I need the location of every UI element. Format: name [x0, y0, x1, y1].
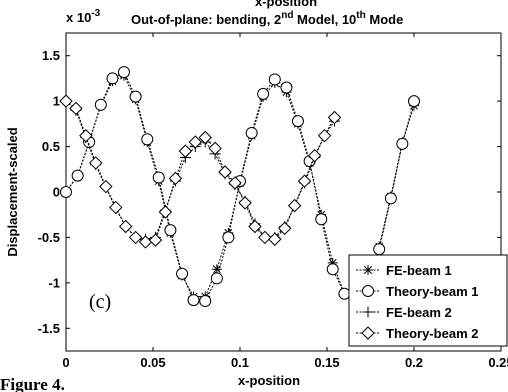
- theory-beam-1-point: [373, 243, 386, 256]
- theory-beam-2-point: [307, 148, 322, 163]
- theory-beam-2-point: [228, 176, 242, 190]
- title-sup-1: nd: [281, 10, 293, 21]
- y-axis-title: Displacement-scaled: [5, 127, 20, 256]
- title-part-mid: Model, 10: [293, 12, 356, 27]
- theory-beam-2-point: [238, 196, 252, 210]
- legend-label: FE-beam 2: [386, 305, 452, 320]
- chart-title: Out-of-plane: bending, 2nd Model, 10th M…: [131, 10, 403, 27]
- axis-ticks: 0 0.05 0.1 0.15 0.2 0.25 1.5 1 0.5 0 -0.5 -1 -1.5: [38, 33, 508, 370]
- x-tick-label: 0.2: [405, 355, 423, 370]
- legend-entry-theory-beam-1: Theory-beam 1: [356, 284, 478, 299]
- theory-beam-2-point: [168, 171, 183, 186]
- theory-beam-1-point: [164, 224, 177, 237]
- theory-beam-1-point: [152, 171, 165, 184]
- theory-beam-2-point: [99, 179, 113, 194]
- y-tick-label: -1.5: [38, 321, 60, 336]
- series-line-fe-beam-2: [65, 100, 335, 240]
- y-tick-label: -1: [48, 275, 60, 290]
- y-multiplier: x 10-3: [66, 8, 101, 25]
- theory-beam-1-point: [245, 126, 258, 139]
- panel-annotation: (c): [89, 291, 111, 313]
- legend-label: Theory-beam 2: [386, 326, 478, 341]
- y-multiplier-exp: -3: [91, 8, 100, 19]
- theory-beam-1-point: [280, 81, 293, 94]
- theory-beam-1-point: [210, 272, 223, 285]
- theory-beam-2-point: [297, 174, 312, 188]
- theory-beam-1-point: [315, 213, 328, 226]
- theory-beam-1-point: [326, 263, 339, 276]
- theory-beam-2-point: [327, 110, 342, 125]
- theory-beam-1-point: [71, 169, 84, 182]
- theory-beam-2-point: [79, 128, 93, 143]
- theory-beam-2-point: [109, 200, 123, 215]
- theory-beam-2-point: [178, 144, 193, 158]
- theory-beam-1-point: [60, 186, 72, 198]
- legend-theory-beam-2-point: [361, 326, 375, 340]
- theory-beam-2-point: [118, 219, 133, 234]
- theory-beam-2-point: [208, 141, 222, 156]
- legend-label: Theory-beam 1: [386, 284, 478, 299]
- theory-beam-1-point: [117, 66, 130, 79]
- theory-beam-2-point: [158, 205, 173, 219]
- y-tick-label: 0.5: [42, 139, 60, 154]
- legend-entry-fe-beam-1: FE-beam 1: [356, 263, 452, 278]
- theory-beam-1-point: [199, 295, 212, 308]
- x-tick-label: 0: [62, 355, 69, 370]
- theory-beam-2-point: [248, 219, 262, 234]
- theory-beam-2-point: [287, 198, 302, 213]
- legend-theory-beam-1-point: [362, 285, 374, 297]
- theory-beam-1-point: [106, 72, 119, 85]
- theory-beam-2-point: [89, 156, 103, 170]
- theory-beam-2-point: [258, 230, 272, 245]
- theory-beam-2-point: [198, 130, 212, 145]
- legend-entry-theory-beam-2: Theory-beam 2: [356, 326, 478, 341]
- theory-beam-1-point: [222, 231, 235, 244]
- legend-label: FE-beam 1: [386, 263, 452, 278]
- y-multiplier-base: x 10: [66, 10, 91, 25]
- legend-fe-beam-1-point: [363, 265, 373, 275]
- theory-beam-2-point: [59, 94, 73, 108]
- legend-fe-beam-2-point: [362, 306, 374, 318]
- theory-beam-1-point: [176, 267, 189, 280]
- theory-beam-1-point: [396, 137, 409, 150]
- theory-beam-2-point: [128, 230, 143, 245]
- y-tick-label: 1: [53, 94, 60, 109]
- fe-beam-1-point: [211, 264, 222, 275]
- theory-beam-1-point: [141, 133, 154, 146]
- title-part-end: Mode: [366, 12, 404, 27]
- series-line-theory-beam-2: [65, 100, 335, 243]
- theory-beam-2-point: [69, 101, 83, 116]
- legend-entry-fe-beam-2: FE-beam 2: [356, 305, 452, 320]
- theory-beam-2-point: [218, 165, 232, 179]
- theory-beam-1-point: [338, 287, 351, 300]
- x-tick-label: 0.15: [314, 355, 339, 370]
- theory-beam-1-point: [257, 87, 270, 100]
- x-tick-label: 0.05: [140, 355, 165, 370]
- theory-beam-1-point: [129, 90, 142, 103]
- top-clipped-label: x-position: [255, 0, 317, 9]
- theory-beam-1-point: [384, 192, 397, 205]
- theory-beam-2-point: [278, 221, 292, 236]
- theory-beam-2-point: [317, 128, 332, 143]
- theory-beam-2-point: [148, 233, 163, 247]
- x-axis-title: x-position: [238, 373, 300, 388]
- x-tick-label: 0.1: [231, 355, 249, 370]
- theory-beam-1-point: [291, 115, 304, 128]
- theory-beam-1-point: [187, 294, 200, 307]
- theory-beam-1-point: [268, 73, 281, 86]
- y-tick-label: 0: [53, 185, 60, 200]
- y-tick-label: 1.5: [42, 48, 60, 63]
- series-theory-beam-2: [59, 94, 342, 249]
- x-tick-label: 0.25: [488, 355, 508, 370]
- theory-beam-2-point: [188, 135, 202, 149]
- y-tick-label: -0.5: [38, 230, 60, 245]
- title-sup-2: th: [356, 10, 365, 21]
- figure-caption: Figure 4.: [0, 375, 65, 392]
- theory-beam-1-point: [408, 95, 420, 108]
- legend: FE-beam 1 Theory-beam 1 FE-beam 2 Theory-be…: [348, 254, 508, 347]
- theory-beam-1-point: [94, 98, 107, 111]
- theory-beam-2-point: [268, 232, 282, 246]
- title-part-main: Out-of-plane: bending, 2: [131, 12, 281, 27]
